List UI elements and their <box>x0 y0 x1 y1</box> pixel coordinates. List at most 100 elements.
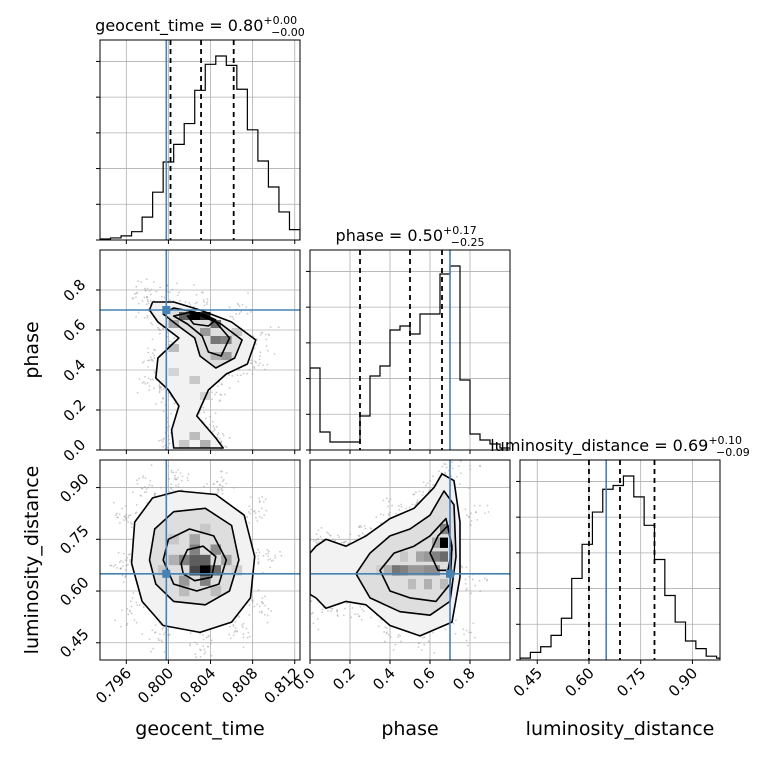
density-cell <box>178 554 190 566</box>
scatter-point <box>425 484 428 487</box>
scatter-point <box>414 503 417 506</box>
scatter-point <box>231 374 234 377</box>
hist-bar <box>470 434 480 450</box>
scatter-point <box>152 647 155 650</box>
scatter-point <box>195 293 198 296</box>
hist-bar <box>370 376 380 450</box>
scatter-point <box>177 291 180 294</box>
scatter-point <box>206 645 209 648</box>
scatter-point <box>345 540 347 543</box>
scatter-point <box>130 605 133 608</box>
scatter-point <box>158 386 161 388</box>
scatter-point <box>452 622 455 625</box>
scatter-point <box>216 436 219 439</box>
scatter-point <box>143 296 146 299</box>
scatter-point <box>259 362 261 365</box>
scatter-point <box>321 611 324 614</box>
scatter-point <box>470 592 473 595</box>
scatter-point <box>466 587 468 590</box>
scatter-point <box>158 439 161 442</box>
pair-panel-phase-luminosity_distance: 0.0 0.2 0.4 0.6 0.8 <box>289 459 511 694</box>
scatter-point <box>216 385 219 388</box>
scatter-point <box>117 551 120 554</box>
scatter-point <box>269 558 272 560</box>
scatter-point <box>261 597 264 599</box>
scatter-point <box>177 468 179 471</box>
scatter-point <box>358 535 361 537</box>
scatter-point <box>237 615 240 617</box>
scatter-point <box>478 464 481 467</box>
scatter-point <box>361 608 364 611</box>
scatter-point <box>203 301 205 303</box>
scatter-point <box>257 557 260 560</box>
scatter-point <box>315 541 318 544</box>
scatter-point <box>144 485 146 488</box>
scatter-point <box>484 512 487 515</box>
scatter-point <box>260 610 263 613</box>
scatter-point <box>118 561 121 564</box>
scatter-point <box>235 313 238 316</box>
scatter-point <box>203 648 206 651</box>
scatter-point <box>135 601 138 604</box>
contour-line <box>180 545 217 582</box>
scatter-point <box>179 472 182 475</box>
density-cell <box>416 551 424 562</box>
scatter-point <box>265 345 268 347</box>
scatter-point <box>385 632 388 635</box>
scatter-point <box>238 305 241 308</box>
scatter-point <box>242 646 245 649</box>
scatter-point <box>138 378 141 381</box>
scatter-point <box>330 610 332 612</box>
scatter-point <box>254 360 257 363</box>
scatter-point <box>126 556 129 559</box>
scatter-point <box>144 382 147 385</box>
scatter-point <box>122 552 125 555</box>
scatter-point <box>262 555 265 557</box>
scatter-point <box>120 609 123 611</box>
scatter-point <box>122 561 125 563</box>
scatter-point <box>270 560 273 562</box>
scatter-point <box>416 501 419 504</box>
scatter-point <box>252 366 255 368</box>
scatter-point <box>237 303 240 306</box>
scatter-point <box>120 567 122 570</box>
scatter-point <box>138 477 140 480</box>
scatter-point <box>256 603 258 606</box>
scatter-point <box>219 470 222 473</box>
scatter-point <box>469 468 472 471</box>
scatter-point <box>349 533 352 536</box>
density-cell <box>200 523 211 535</box>
scatter-point <box>153 348 155 351</box>
scatter-point <box>209 415 211 418</box>
scatter-point <box>248 614 251 616</box>
contour-line <box>148 507 240 606</box>
scatter-point <box>473 504 476 507</box>
scatter-point <box>258 515 261 518</box>
scatter-point <box>203 653 206 655</box>
scatter-point <box>261 495 264 498</box>
hist-bar <box>279 212 290 240</box>
scatter-point <box>151 338 154 341</box>
scatter-point <box>155 403 158 405</box>
scatter-point <box>144 289 147 292</box>
scatter-point <box>344 607 346 610</box>
scatter-point <box>225 482 228 485</box>
scatter-point <box>263 613 266 616</box>
hist-panel-phase <box>309 249 511 454</box>
scatter-point <box>125 564 128 567</box>
scatter-point <box>433 652 436 654</box>
hist-bar <box>644 525 654 660</box>
scatter-point <box>158 384 161 387</box>
scatter-point <box>121 574 124 577</box>
scatter-point <box>472 622 475 625</box>
scatter-point <box>375 516 378 518</box>
ticks-phase-hist <box>306 270 310 451</box>
scatter-point <box>250 508 252 511</box>
density-cell <box>200 554 211 566</box>
scatter-point <box>125 517 127 520</box>
scatter-point <box>129 558 131 561</box>
scatter-point <box>240 310 243 313</box>
scatter-point <box>258 501 261 504</box>
scatter-point <box>213 427 216 429</box>
scatter-point <box>129 522 132 524</box>
